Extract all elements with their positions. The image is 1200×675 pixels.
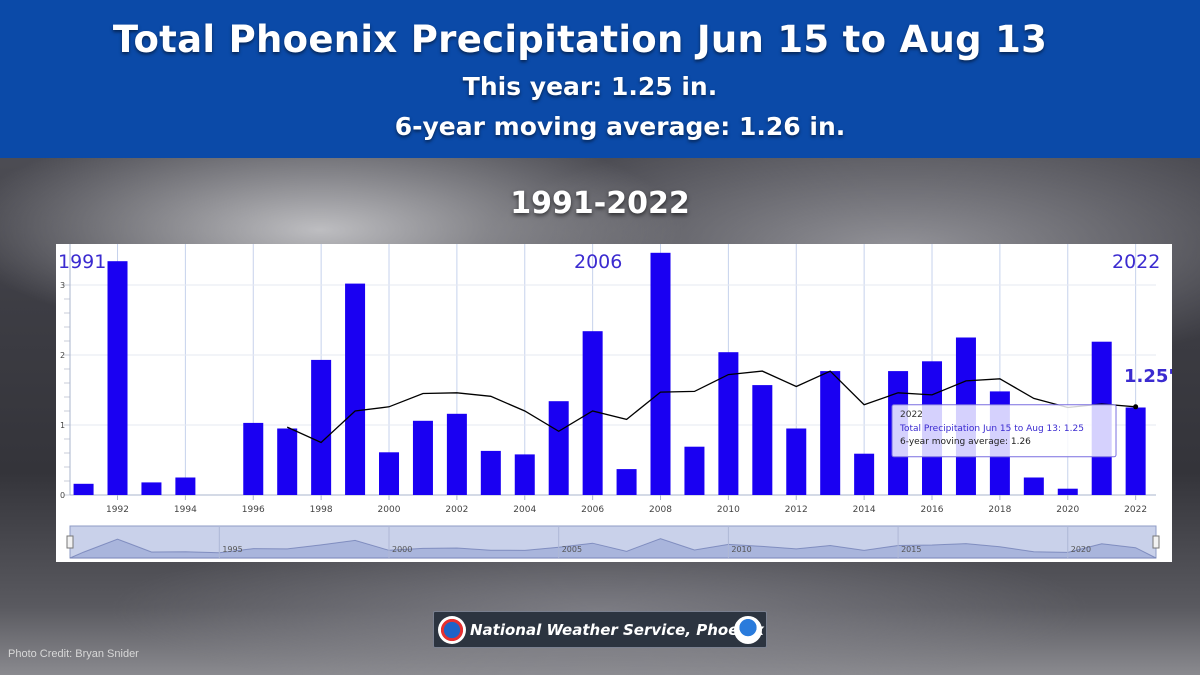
tooltip-box [891,404,1117,458]
bar-1998 [311,359,332,495]
header-banner: Total Phoenix Precipitation Jun 15 to Au… [0,0,1200,158]
x-tick-label: 2010 [717,505,740,515]
bar-2019 [1023,477,1044,495]
navigator-right-handle [1152,535,1160,549]
x-tick-label: 2014 [853,505,876,515]
nws-logo-icon [438,616,466,644]
navigator-tick-label: 2000 [392,545,412,554]
x-tick-label: 2000 [378,505,401,515]
bar-2003 [480,450,501,495]
tooltip-total: Total Precipitation Jun 15 to Aug 13: 1.… [899,424,1084,434]
bar-1994 [175,477,196,495]
bar-2011 [752,385,773,495]
x-tick-label: 2006 [581,505,604,515]
photo-credit: Photo Credit: Bryan Snider [8,648,139,660]
tooltip-average: 6-year moving average: 1.26 [900,437,1031,447]
y-tick-label: 3 [60,281,65,290]
bar-1993 [141,482,162,495]
x-tick-label: 2022 [1124,505,1147,515]
navigator-series-area [69,538,1157,559]
navigator-tick-label: 2005 [562,545,582,554]
bar-2000 [379,452,400,495]
bar-2009 [684,446,705,495]
bar-1999 [345,283,366,495]
y-tick-label: 2 [60,351,65,360]
x-tick-label: 2016 [921,505,944,515]
bar-2012 [786,428,807,495]
bar-2001 [412,420,433,495]
nws-agency-label: National Weather Service, Phoenix [470,621,764,639]
chart-panel: 0123Precipitation (inches)19921994199619… [56,244,1172,562]
x-tick-label: 2004 [513,505,536,515]
precipitation-chart: 0123Precipitation (inches)19921994199619… [58,244,1172,559]
bar-2022 [1125,407,1146,495]
annotation-mid-year: 2006 [574,251,622,273]
bar-1996 [243,422,264,495]
nws-badge: National Weather Service, Phoenix [433,611,767,648]
x-tick-label: 1994 [174,505,197,515]
bar-2007 [616,469,637,495]
y-tick-label: 0 [60,491,65,500]
bar-1992 [107,261,128,495]
x-tick-label: 2012 [785,505,808,515]
bar-2002 [446,413,467,495]
annotation-start-year: 1991 [58,251,106,273]
navigator-tick-label: 2015 [901,545,921,554]
this-year-subtitle: This year: 1.25 in. [462,72,718,101]
bar-2020 [1057,488,1078,495]
bar-2006 [582,331,603,495]
noaa-logo-icon [734,616,762,644]
navigator-left-handle [66,535,74,549]
navigator-tick-label: 1995 [222,545,242,554]
bar-2010 [718,352,739,495]
x-tick-label: 2002 [445,505,468,515]
bar-1997 [277,428,298,495]
bar-1991 [73,483,94,495]
bar-2004 [514,454,535,495]
x-tick-label: 1992 [106,505,129,515]
navigator-tick-label: 2010 [731,545,751,554]
bar-2005 [548,401,569,495]
bar-2014 [854,453,875,495]
tooltip-marker [1133,404,1139,410]
x-tick-label: 1998 [310,505,333,515]
x-tick-label: 2008 [649,505,672,515]
moving-average-subtitle: 6-year moving average: 1.26 in. [394,112,846,141]
x-tick-label: 2020 [1056,505,1079,515]
moving-average-line [286,370,1136,444]
navigator-tick-label: 2020 [1071,545,1091,554]
x-tick-label: 2018 [988,505,1011,515]
page-title: Total Phoenix Precipitation Jun 15 to Au… [112,18,1048,61]
bar-2013 [820,371,841,495]
year-range-label: 1991-2022 [510,186,690,221]
annotation-last-value: 1.25" [1124,366,1172,387]
tooltip-year: 2022 [900,410,923,420]
y-tick-label: 1 [60,421,65,430]
bar-2008 [650,252,671,495]
annotation-end-year: 2022 [1112,251,1160,273]
x-tick-label: 1996 [242,505,265,515]
